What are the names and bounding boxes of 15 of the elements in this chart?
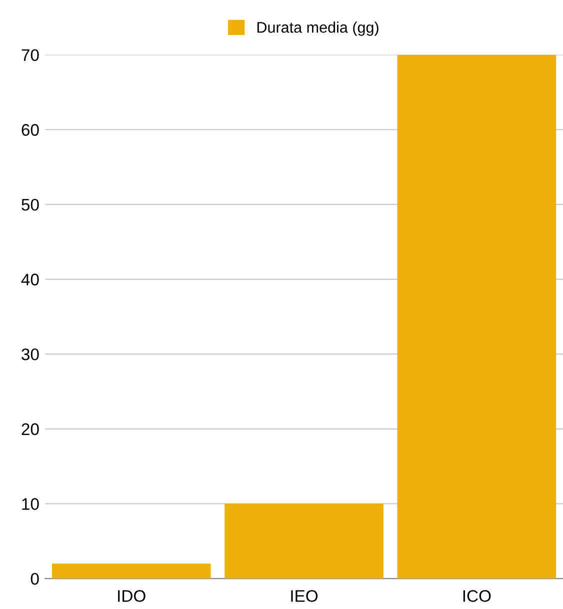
bar <box>224 504 384 579</box>
y-tick-label: 0 <box>30 572 39 585</box>
y-tick-label: 30 <box>22 348 39 360</box>
x-tick-label: IDO <box>118 590 146 602</box>
y-tick-label: 20 <box>22 423 39 436</box>
x-tick-label: ICO <box>463 590 491 602</box>
legend-label: Durata media (gg) <box>257 22 378 36</box>
y-tick-label: 10 <box>22 498 39 510</box>
bar <box>52 564 211 579</box>
bar <box>397 54 556 579</box>
y-tick-label: 40 <box>21 274 39 286</box>
y-tick-label: 70 <box>22 49 39 62</box>
y-tick-label: 50 <box>22 198 39 211</box>
y-tick-label: 60 <box>22 124 39 136</box>
x-tick-label: IEO <box>291 590 318 602</box>
